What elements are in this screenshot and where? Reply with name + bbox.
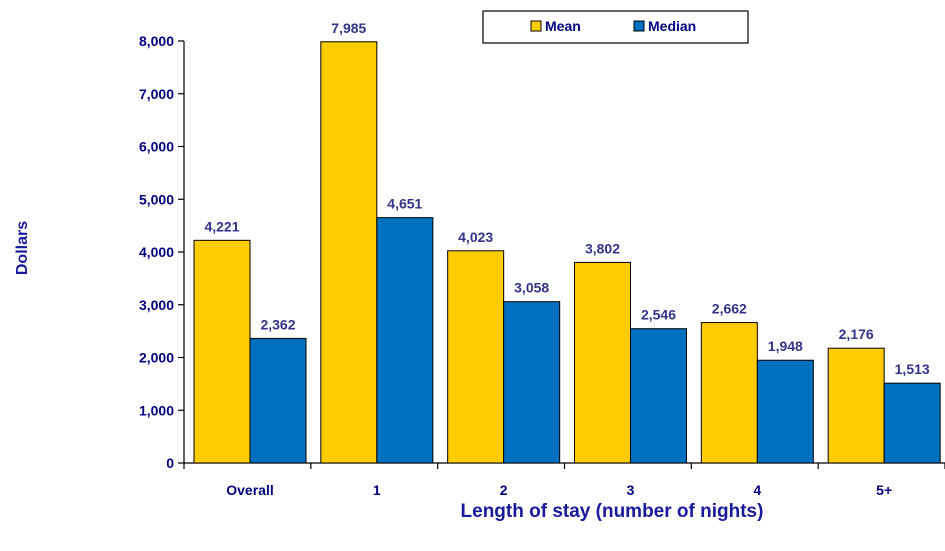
data-label-median: 1,948 <box>768 338 803 354</box>
x-tick-label: 5+ <box>876 482 892 498</box>
y-tick-label: 8,000 <box>139 33 174 49</box>
data-label-median: 4,651 <box>387 196 422 212</box>
legend-swatch-mean <box>530 20 542 32</box>
x-tick-label: Overall <box>226 482 273 498</box>
y-tick-label: 5,000 <box>139 191 174 207</box>
bar-mean <box>447 250 505 464</box>
x-tick-label: 4 <box>753 482 761 498</box>
bar-mean <box>193 239 251 464</box>
y-axis-title: Dollars <box>14 221 31 275</box>
bar-mean <box>574 261 631 464</box>
legend: Mean Median <box>482 10 749 44</box>
x-tick-label: 1 <box>373 482 381 498</box>
legend-label-median: Median <box>648 18 696 34</box>
data-label-mean: 4,221 <box>204 218 239 234</box>
y-tick-label: 7,000 <box>139 86 174 102</box>
legend-label-mean: Mean <box>545 18 581 34</box>
y-tick-label: 1,000 <box>139 402 174 418</box>
data-label-median: 3,058 <box>514 280 549 296</box>
y-tick-label: 4,000 <box>139 244 174 260</box>
data-label-median: 2,362 <box>260 316 295 332</box>
data-label-mean: 2,176 <box>839 326 874 342</box>
bar-mean <box>700 322 758 464</box>
bar-median <box>756 359 814 464</box>
data-label-mean: 7,985 <box>331 20 366 36</box>
y-tick-label: 3,000 <box>139 297 174 313</box>
data-labels: 4,221 7,985 4,023 3,802 2,662 2,176 2,362 4,651… <box>204 20 929 377</box>
x-axis-title: Length of stay (number of nights) <box>461 501 764 522</box>
bar-median <box>883 382 941 464</box>
bar-median <box>249 337 307 464</box>
bar-median <box>630 328 687 464</box>
bars <box>193 41 941 464</box>
y-tick-label: 6,000 <box>139 139 174 155</box>
data-label-median: 1,513 <box>895 361 930 377</box>
axes: 0 1,000 2,000 3,000 4,000 5,000 6,000 7,000 8,00… <box>139 33 945 498</box>
data-label-median: 2,546 <box>641 307 676 323</box>
data-label-mean: 2,662 <box>712 301 747 317</box>
legend-swatch-median <box>633 20 645 32</box>
legend-box <box>482 10 749 44</box>
bar-mean <box>320 41 378 464</box>
bar-mean <box>827 347 885 464</box>
x-tick-label: 3 <box>627 482 635 498</box>
bar-median <box>376 217 434 464</box>
y-tick-label: 0 <box>166 455 174 471</box>
y-tick-label: 2,000 <box>139 350 174 366</box>
bar-median <box>503 301 561 464</box>
x-tick-label: 2 <box>500 482 508 498</box>
data-label-mean: 4,023 <box>458 229 493 245</box>
data-label-mean: 3,802 <box>585 240 620 256</box>
